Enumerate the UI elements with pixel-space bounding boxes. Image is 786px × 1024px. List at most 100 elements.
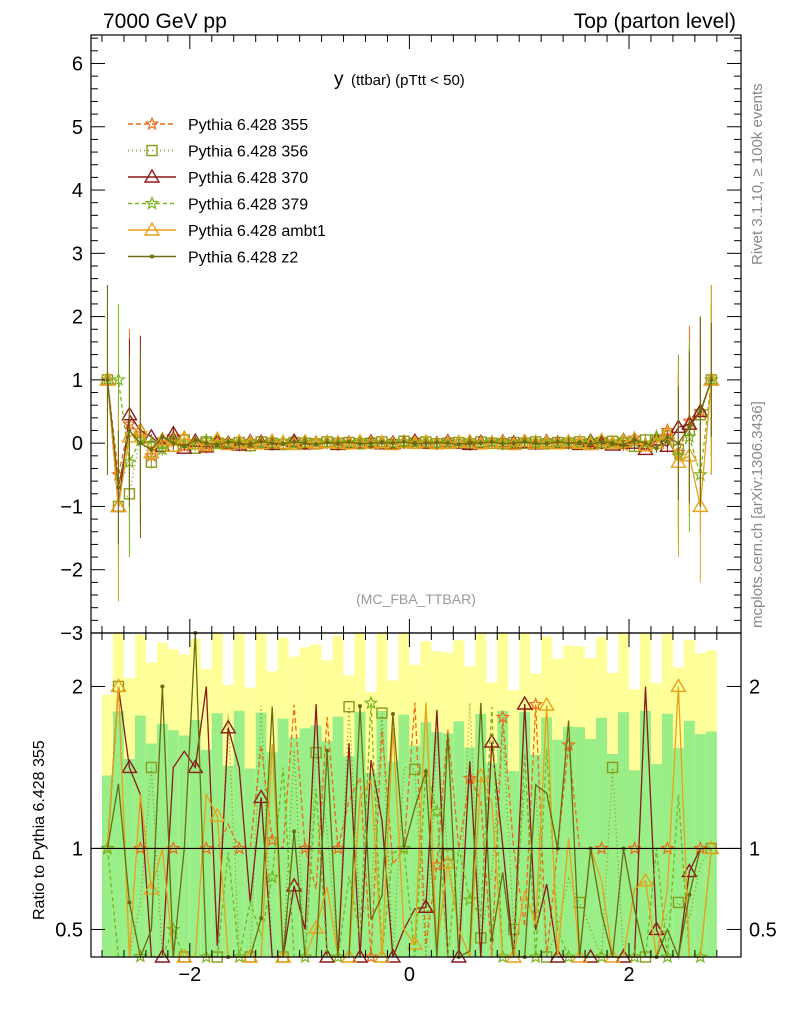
data-point: [274, 434, 292, 449]
x-tick-label: 0: [404, 964, 415, 986]
ratio-band-inner: [376, 711, 388, 957]
ratio-band-inner: [354, 711, 366, 957]
ratio-band-inner: [442, 733, 454, 957]
y-tick-label: −1: [60, 496, 83, 518]
data-point: [358, 441, 363, 446]
ratio-point: [160, 684, 165, 689]
data-point: [500, 441, 505, 446]
ratio-point: [495, 709, 510, 724]
ratio-band-inner: [519, 712, 531, 957]
data-point: [588, 442, 593, 447]
data-point: [259, 439, 264, 444]
ratio-point: [376, 707, 388, 719]
data-point: [281, 441, 286, 446]
ratio-band-inner: [574, 727, 586, 957]
ratio-band-inner: [694, 734, 706, 957]
data-point: [665, 434, 670, 439]
ratio-point: [495, 949, 510, 964]
data-point: [709, 377, 714, 382]
ratio-point: [166, 921, 181, 936]
ratio-band-inner: [409, 745, 421, 957]
data-point: [390, 441, 395, 446]
ratio-band-inner: [277, 718, 289, 957]
ratio-point: [670, 678, 687, 693]
ratio-point: [220, 719, 237, 734]
x-tick-label: 2: [623, 964, 634, 986]
data-point: [116, 485, 121, 490]
ratio-point: [594, 840, 609, 855]
ratio-band-inner: [332, 716, 344, 957]
energy-label: 7000 GeV pp: [103, 10, 227, 33]
ratio-point: [660, 949, 675, 964]
ratio-band-inner: [123, 759, 135, 957]
ratio-point: [409, 763, 421, 776]
ratio-band-inner: [420, 722, 432, 957]
ratio-y-tick-label-right: 1: [749, 838, 760, 860]
data-point: [373, 434, 391, 449]
ratio-point: [693, 949, 708, 964]
ratio-point: [462, 892, 478, 907]
data-point: [649, 429, 664, 444]
ratio-band-inner: [222, 765, 234, 957]
ratio-point: [606, 761, 619, 774]
data-point: [292, 439, 297, 444]
data-point: [176, 429, 193, 444]
ratio-point: [241, 948, 259, 963]
ratio-point: [340, 948, 358, 963]
data-point: [193, 437, 198, 442]
data-point: [412, 441, 417, 446]
ratio-point: [390, 712, 395, 717]
data-point: [241, 434, 259, 449]
data-point: [577, 440, 582, 445]
data-point: [285, 436, 303, 451]
ratio-band-inner: [288, 737, 300, 957]
ratio-band-inner: [530, 754, 542, 957]
ratio-point: [231, 949, 247, 964]
ratio-band-inner: [156, 723, 168, 957]
ratio-point: [384, 948, 402, 963]
data-point: [248, 442, 253, 447]
ratio-frame: [90, 632, 742, 958]
ratio-point: [363, 695, 379, 710]
data-point: [379, 440, 384, 445]
ratio-point: [133, 948, 148, 963]
ratio-point: [561, 949, 576, 964]
data-point: [127, 428, 132, 433]
ratio-band-inner: [266, 752, 278, 957]
ratio-point: [462, 770, 478, 785]
ratio-point: [627, 949, 642, 964]
ratio-band-inner: [508, 771, 520, 957]
ratio-point: [199, 949, 214, 964]
ratio-band-inner: [101, 775, 113, 957]
ratio-band-inner: [453, 721, 465, 957]
ratio-band-inner: [398, 714, 410, 957]
data-point: [105, 377, 110, 382]
data-point: [143, 444, 160, 459]
ratio-point: [121, 759, 138, 774]
ratio-point: [307, 919, 325, 934]
legend-marker: [143, 168, 161, 183]
ratio-point: [110, 678, 127, 693]
legend-marker: [143, 221, 161, 236]
legend-label: Pythia 6.428 370: [188, 170, 308, 187]
ratio-point: [450, 948, 468, 963]
data-point: [347, 439, 352, 444]
legend-label: Pythia 6.428 379: [188, 197, 308, 214]
y-tick-label: −2: [60, 560, 83, 582]
data-point: [478, 441, 483, 446]
ratio-point: [549, 948, 566, 963]
data-point: [489, 439, 494, 444]
ratio-band-inner: [475, 714, 487, 957]
ratio-point: [187, 759, 204, 774]
ratio-point: [687, 892, 692, 897]
data-point: [456, 442, 461, 447]
ratio-point: [489, 937, 494, 942]
y-tick-label: −3: [60, 623, 83, 645]
data-point: [182, 444, 187, 449]
ratio-series-line: [106, 686, 713, 958]
data-point: [434, 440, 439, 445]
ratio-panel: [91, 631, 741, 964]
ratio-band-inner: [145, 743, 157, 957]
data-point: [406, 434, 424, 449]
legend-label: Pythia 6.428 ambt1: [188, 223, 326, 240]
